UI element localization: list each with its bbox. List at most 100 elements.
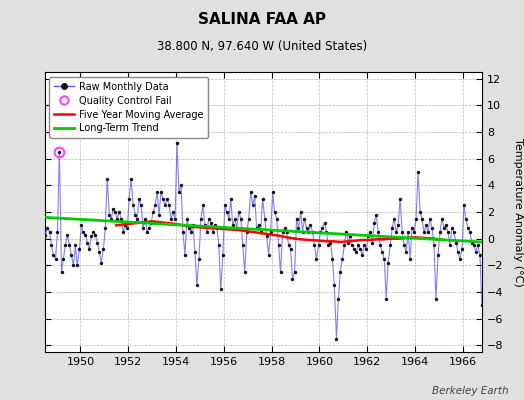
Point [103,176,112,182]
Point [434,252,442,258]
Point [246,189,255,195]
Point [151,202,159,208]
Point [364,233,373,239]
Point [153,189,161,195]
Point [34,225,42,231]
Point [65,242,73,248]
Point [107,216,115,222]
Point [368,240,377,246]
Point [270,209,279,215]
Point [402,249,410,255]
Point [131,212,139,218]
Point [297,209,305,215]
Point [185,225,193,231]
Point [41,232,50,238]
Point [203,229,211,235]
Point [238,242,247,248]
Point [85,246,93,252]
Point [360,242,368,248]
Point [406,256,414,262]
Point [157,189,165,195]
Point [219,252,227,258]
Point [276,269,285,275]
Point [183,216,191,222]
Point [267,229,275,235]
Point [478,302,486,308]
Point [201,222,209,228]
Point [53,229,62,235]
Point [400,242,408,248]
Point [322,229,331,235]
Point [199,202,207,208]
Point [422,222,430,228]
Point [336,269,344,275]
Point [101,225,110,231]
Point [386,242,395,248]
Point [430,242,438,248]
Point [191,249,199,255]
Point [418,216,426,222]
Point [326,240,335,246]
Point [396,196,404,202]
Point [466,229,474,235]
Text: SALINA FAA AP: SALINA FAA AP [198,12,326,27]
Point [165,202,173,208]
Point [29,220,38,226]
Point [119,229,127,235]
Point [123,225,132,231]
Point [310,242,319,248]
Point [410,229,418,235]
Point [69,262,78,268]
Point [250,193,259,199]
Point [39,225,48,231]
Point [31,229,40,235]
Point [344,240,353,246]
Point [87,233,95,239]
Point [334,296,343,302]
Point [390,216,398,222]
Point [216,286,225,292]
Point [394,222,402,228]
Point [287,246,295,252]
Point [255,222,263,228]
Point [456,256,464,262]
Point [51,256,60,262]
Point [408,225,416,231]
Point [392,229,400,235]
Legend: Raw Monthly Data, Quality Control Fail, Five Year Moving Average, Long-Term Tren: Raw Monthly Data, Quality Control Fail, … [49,77,208,138]
Point [221,202,229,208]
Point [290,269,299,275]
Point [179,229,187,235]
Point [46,229,54,235]
Point [450,229,458,235]
Point [263,233,271,239]
Point [275,242,283,248]
Point [77,222,85,228]
Point [348,242,356,248]
Point [426,216,434,222]
Point [193,282,201,288]
Point [226,196,235,202]
Point [412,216,420,222]
Point [113,216,122,222]
Point [155,212,163,218]
Point [356,246,365,252]
Point [350,246,358,252]
Point [228,222,237,228]
Point [436,229,444,235]
Point [432,296,440,302]
Point [256,229,265,235]
Point [167,216,175,222]
Point [354,242,363,248]
Point [328,256,336,262]
Point [127,176,135,182]
Point [382,296,390,302]
Point [209,229,217,235]
Point [174,189,183,195]
Point [372,212,380,218]
Point [332,336,341,342]
Text: 38.800 N, 97.640 W (United States): 38.800 N, 97.640 W (United States) [157,40,367,53]
Point [93,240,102,246]
Point [95,249,103,255]
Point [145,225,153,231]
